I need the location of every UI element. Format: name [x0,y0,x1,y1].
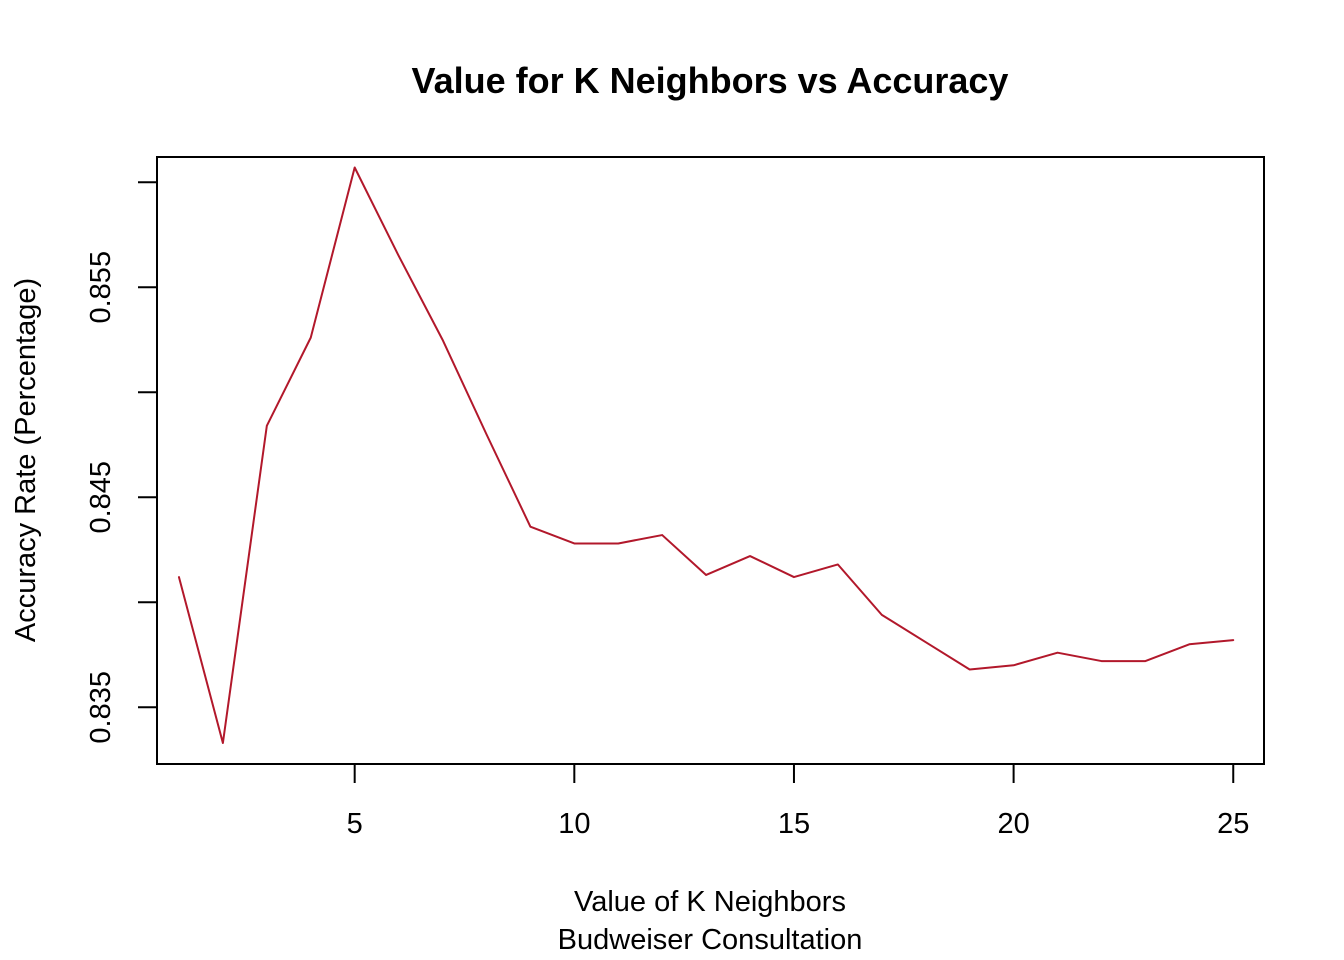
x-tick-label-5: 5 [347,808,363,840]
x-tick-label-20: 20 [997,808,1029,840]
y-axis-label: Accuracy Rate (Percentage) [10,278,42,642]
chart-subtitle: Budweiser Consultation [558,924,863,956]
y-tick-label-0.845: 0.845 [85,461,117,534]
y-tick-label-0.835: 0.835 [85,671,117,744]
x-tick-label-25: 25 [1217,808,1249,840]
y-tick-label-0.855: 0.855 [85,251,117,324]
x-tick-label-10: 10 [558,808,590,840]
x-axis: 5 10 15 20 25 [347,764,1249,840]
y-axis: 0.835 0.845 0.855 [85,181,157,744]
accuracy-line [177,166,1235,744]
x-axis-label: Value of K Neighbors [574,886,846,918]
series-layer [177,166,1235,744]
x-tick-label-15: 15 [778,808,810,840]
chart-title: Value for K Neighbors vs Accuracy [412,60,1009,101]
plot-frame [156,156,1265,765]
